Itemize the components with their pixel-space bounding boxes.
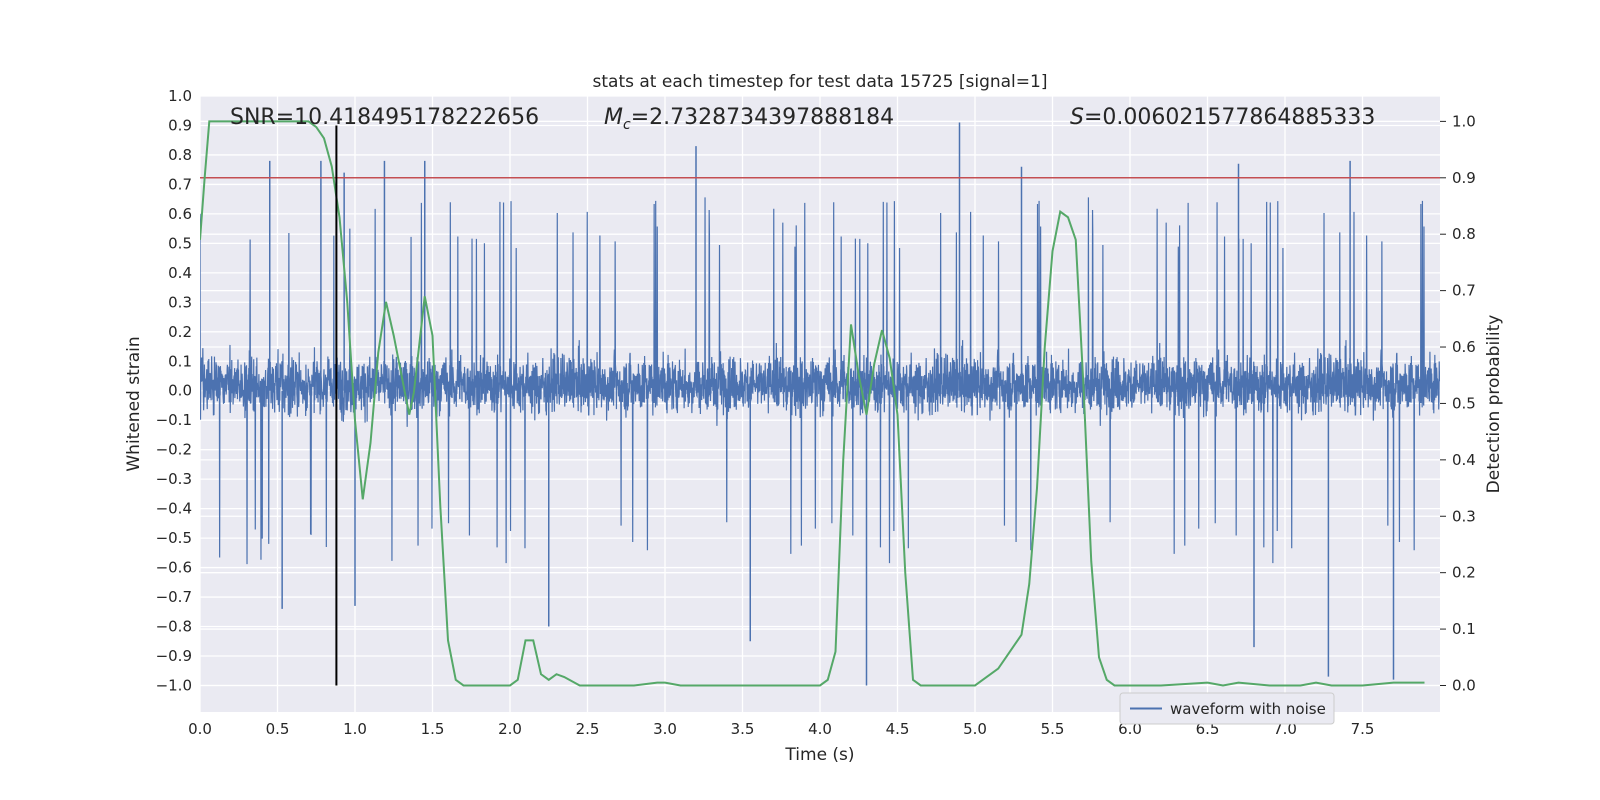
x-tick-label: 1.0 [343,720,367,738]
y2-tick-label: 0.0 [1452,676,1476,694]
x-tick-label: 0.5 [266,720,290,738]
y2-tick-label: 0.7 [1452,282,1476,300]
y2-tick-label: 0.4 [1452,451,1476,469]
series-detection-probability [200,120,1425,687]
chart-title: stats at each timestep for test data 157… [593,72,1048,92]
y-axis-label: Whitened strain [124,336,144,471]
y2-tick-label: 0.8 [1452,225,1476,243]
y2-tick-label: 0.1 [1452,620,1476,638]
y2-tick-label: 0.5 [1452,394,1476,412]
probability-path [200,120,1425,687]
y-tick-label: −0.2 [156,441,192,459]
y-tick-label: 0.5 [168,234,192,252]
y-tick-label: 0.2 [168,323,192,341]
x-tick-label: 7.5 [1351,720,1375,738]
s-value: =0.006021577864885333 [1084,105,1375,130]
x-tick-label: 0.0 [188,720,212,738]
x-tick-label: 1.5 [421,720,445,738]
y-tick-label: −0.8 [156,618,192,636]
y-tick-label: −0.5 [156,529,192,547]
y-tick-label: 0.8 [168,146,192,164]
x-tick-label: 2.5 [576,720,600,738]
chirp-mass-subscript: c [623,117,631,133]
y2-tick-label: 0.9 [1452,169,1476,187]
y-tick-label: 0.4 [168,264,192,282]
waveform-path [200,197,1440,565]
snr-annotation: SNR=10.418495178222656 [230,105,539,130]
x-tick-label: 4.0 [808,720,832,738]
y2-tick-label: 0.3 [1452,507,1476,525]
y-tick-label: −0.4 [156,500,192,518]
y2-tick-label: 1.0 [1452,112,1476,130]
legend-label: waveform with noise [1170,700,1326,718]
x-tick-label: 5.5 [1041,720,1065,738]
x-axis-label: Time (s) [784,745,854,765]
y-axis-ticks: 1.0 0.9 0.8 0.7 0.6 0.5 0.4 0.3 0.2 0.1 0.0 −0.1 −0.… [156,87,192,694]
y-tick-label: 0.7 [168,175,192,193]
y-tick-label: 0.6 [168,205,192,223]
y2-axis-label: Detection probability [1484,315,1504,494]
x-tick-label: 3.5 [731,720,755,738]
y2-axis-ticks: 1.0 0.9 0.8 0.7 0.6 0.5 0.4 0.3 0.2 0.1 0.0 [1440,112,1476,694]
legend: waveform with noise [1119,692,1335,725]
y-tick-label: −0.9 [156,647,192,665]
x-tick-label: 5.0 [963,720,987,738]
y-tick-label: 0.9 [168,116,192,134]
y-tick-label: −0.7 [156,588,192,606]
y-tick-label: −1.0 [156,676,192,694]
y-tick-label: −0.6 [156,559,192,577]
y2-tick-label: 0.6 [1452,338,1476,356]
y-tick-label: −0.1 [156,411,192,429]
y-tick-label: 0.1 [168,352,192,370]
chirp-mass-value: =2.7328734397888184 [631,105,894,130]
y2-tick-label: 0.2 [1452,564,1476,582]
s-annotation: S=0.006021577864885333 [1070,105,1375,130]
x-tick-label: 2.0 [498,720,522,738]
x-tick-label: 4.5 [886,720,910,738]
s-symbol: S [1070,105,1084,130]
y-tick-label: 0.0 [168,382,192,400]
chirp-mass-annotation: Mc=2.7328734397888184 [604,105,894,133]
y-tick-label: 0.3 [168,293,192,311]
chirp-mass-symbol: M [604,105,623,130]
y-tick-label: 1.0 [168,87,192,105]
x-tick-label: 3.0 [653,720,677,738]
legend-box [1119,692,1335,725]
y-tick-label: −0.3 [156,470,192,488]
